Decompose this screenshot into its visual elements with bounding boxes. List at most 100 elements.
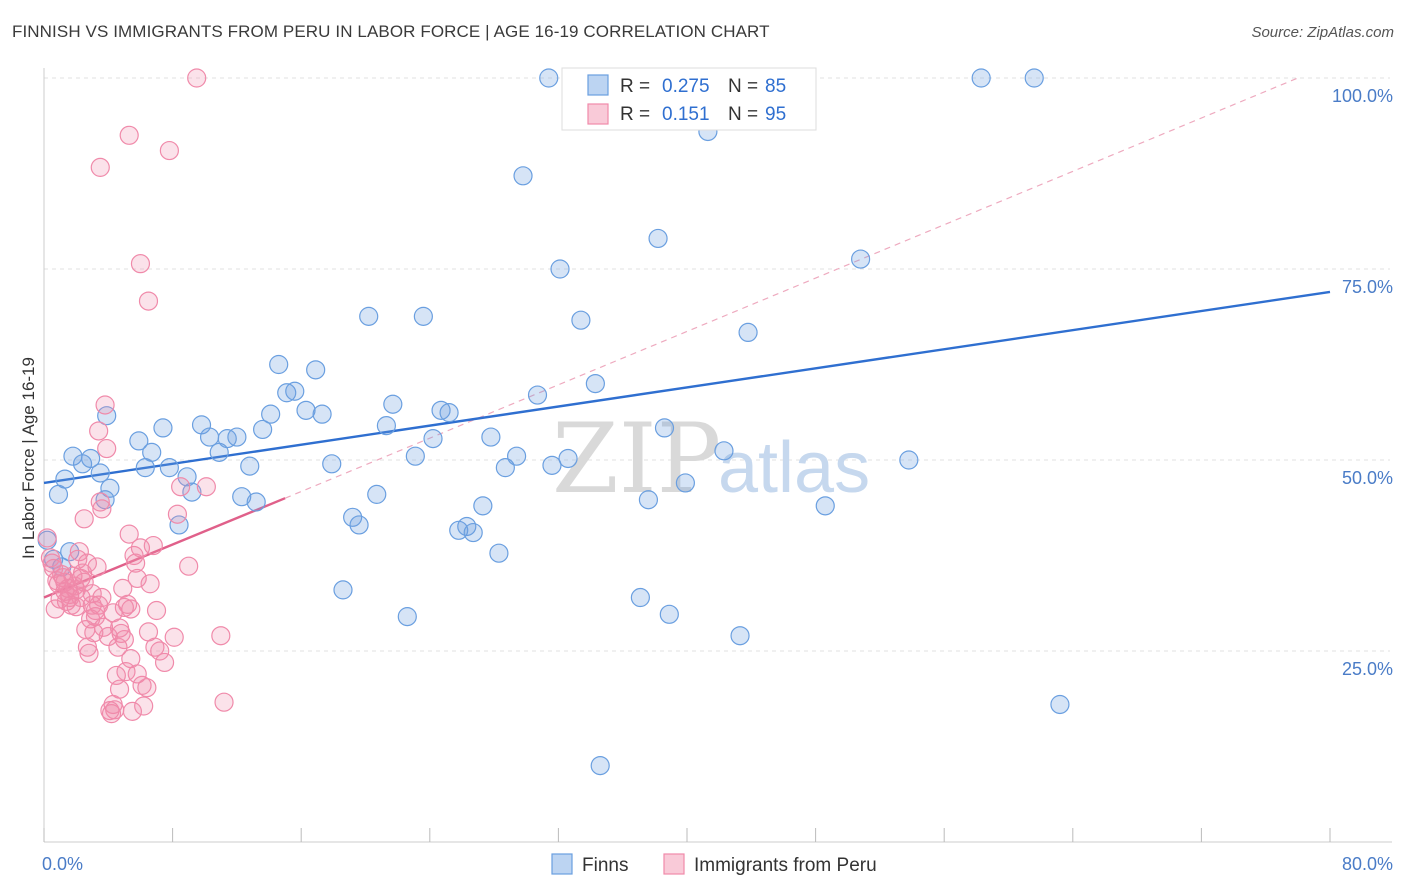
point-finns-43: [405, 446, 425, 466]
point-finns-29: [277, 383, 297, 403]
point-finns-58: [542, 455, 562, 475]
x-tick-label-max: 80.0%: [1342, 854, 1393, 874]
point-finns-27: [261, 404, 281, 424]
point-peru-41: [105, 700, 125, 720]
point-peru-34: [93, 617, 114, 637]
point-peru-89: [114, 629, 134, 650]
data-points: [37, 68, 1070, 776]
point-finns-51: [473, 496, 493, 516]
point-peru-28: [84, 623, 104, 643]
legend-r-value-peru: 0.151: [662, 104, 710, 125]
trendlines: [43, 77, 1331, 599]
point-peru-53: [124, 545, 144, 566]
point-peru-36: [97, 438, 117, 459]
point-finns-34: [322, 454, 342, 474]
point-peru-32: [90, 492, 110, 512]
point-finns-6: [90, 463, 110, 483]
point-peru-4: [45, 599, 65, 619]
point-peru-75: [130, 254, 151, 274]
point-peru-78: [60, 587, 80, 608]
legend-bottom-label-peru: Immigrants from Peru: [694, 855, 877, 876]
legend-n-value-finns: 85: [765, 76, 786, 97]
point-finns-31: [296, 400, 316, 420]
point-finns-40: [376, 416, 396, 436]
point-peru-47: [114, 597, 134, 618]
point-finns-80: [1024, 68, 1044, 88]
point-finns-14: [159, 458, 179, 478]
point-finns-74: [730, 626, 750, 646]
legend-swatch-peru: [587, 103, 609, 125]
legend-n-label-peru: N =: [728, 104, 758, 125]
point-finns-44: [413, 306, 433, 326]
point-finns-17: [182, 482, 202, 502]
source-label: Source: ZipAtlas.com: [1251, 24, 1394, 41]
point-peru-74: [90, 157, 110, 177]
point-finns-77: [851, 249, 871, 269]
watermark-zip: ZIP: [552, 403, 721, 515]
point-finns-13: [153, 418, 173, 438]
point-peru-67: [171, 477, 191, 497]
legend-bottom-label-finns: Finns: [582, 855, 628, 876]
point-peru-61: [146, 600, 167, 621]
point-finns-26: [253, 419, 273, 440]
legend-swatch-finns: [587, 74, 609, 96]
point-peru-63: [154, 652, 175, 673]
x-tick-labels: 0.0% 80.0%: [42, 854, 1393, 874]
point-peru-66: [167, 504, 188, 524]
point-finns-55: [507, 446, 527, 466]
point-finns-52: [481, 427, 501, 447]
point-peru-82: [77, 553, 98, 573]
point-peru-86: [92, 587, 112, 608]
point-finns-50: [463, 522, 483, 543]
point-finns-8: [100, 478, 120, 498]
point-finns-76: [815, 496, 835, 516]
point-finns-5: [81, 448, 101, 469]
point-finns-35: [333, 580, 353, 600]
point-finns-53: [489, 543, 509, 563]
point-peru-77: [55, 572, 75, 592]
point-finns-59: [539, 68, 559, 88]
point-finns-38: [359, 306, 379, 326]
point-finns-61: [558, 448, 578, 469]
point-finns-71: [675, 473, 695, 493]
point-finns-42: [397, 607, 417, 627]
point-peru-91: [127, 664, 147, 684]
point-finns-67: [638, 490, 659, 510]
point-peru-57: [134, 696, 154, 716]
point-peru-69: [187, 68, 207, 88]
point-peru-44: [109, 679, 130, 699]
point-finns-39: [367, 484, 387, 504]
point-peru-31: [89, 421, 109, 441]
point-finns-75: [738, 322, 758, 343]
point-peru-22: [74, 509, 94, 529]
point-finns-22: [227, 427, 247, 447]
point-peru-70: [196, 477, 216, 497]
trendline-finns: [43, 290, 1331, 485]
point-finns-78: [899, 450, 919, 470]
point-peru-52: [122, 701, 143, 721]
point-finns-46: [431, 400, 451, 420]
point-peru-35: [95, 395, 115, 415]
point-finns-16: [177, 467, 197, 487]
legend-bottom: Finns Immigrants from Peru: [551, 853, 877, 876]
chart-title: FINNISH VS IMMIGRANTS FROM PERU IN LABOR…: [12, 22, 770, 41]
axes: [43, 68, 1392, 843]
legend-r-label-peru: R =: [620, 104, 650, 125]
point-peru-65: [164, 627, 184, 647]
y-tick-label-25: 25.0%: [1342, 659, 1393, 679]
y-tick-label-75: 75.0%: [1342, 277, 1393, 297]
point-finns-36: [343, 507, 363, 527]
point-finns-62: [571, 310, 591, 330]
point-finns-28: [269, 354, 289, 375]
y-axis-label: In Labor Force | Age 16-19: [19, 357, 38, 559]
point-finns-24: [240, 456, 260, 476]
point-finns-41: [383, 394, 403, 414]
point-finns-66: [630, 587, 650, 608]
y-tick-labels: 25.0% 50.0% 75.0% 100.0%: [1332, 86, 1393, 679]
point-finns-10: [129, 431, 149, 451]
point-finns-21: [217, 429, 237, 449]
point-finns-57: [527, 385, 548, 405]
legend-n-label-finns: N =: [728, 76, 758, 97]
point-peru-88: [109, 618, 130, 638]
